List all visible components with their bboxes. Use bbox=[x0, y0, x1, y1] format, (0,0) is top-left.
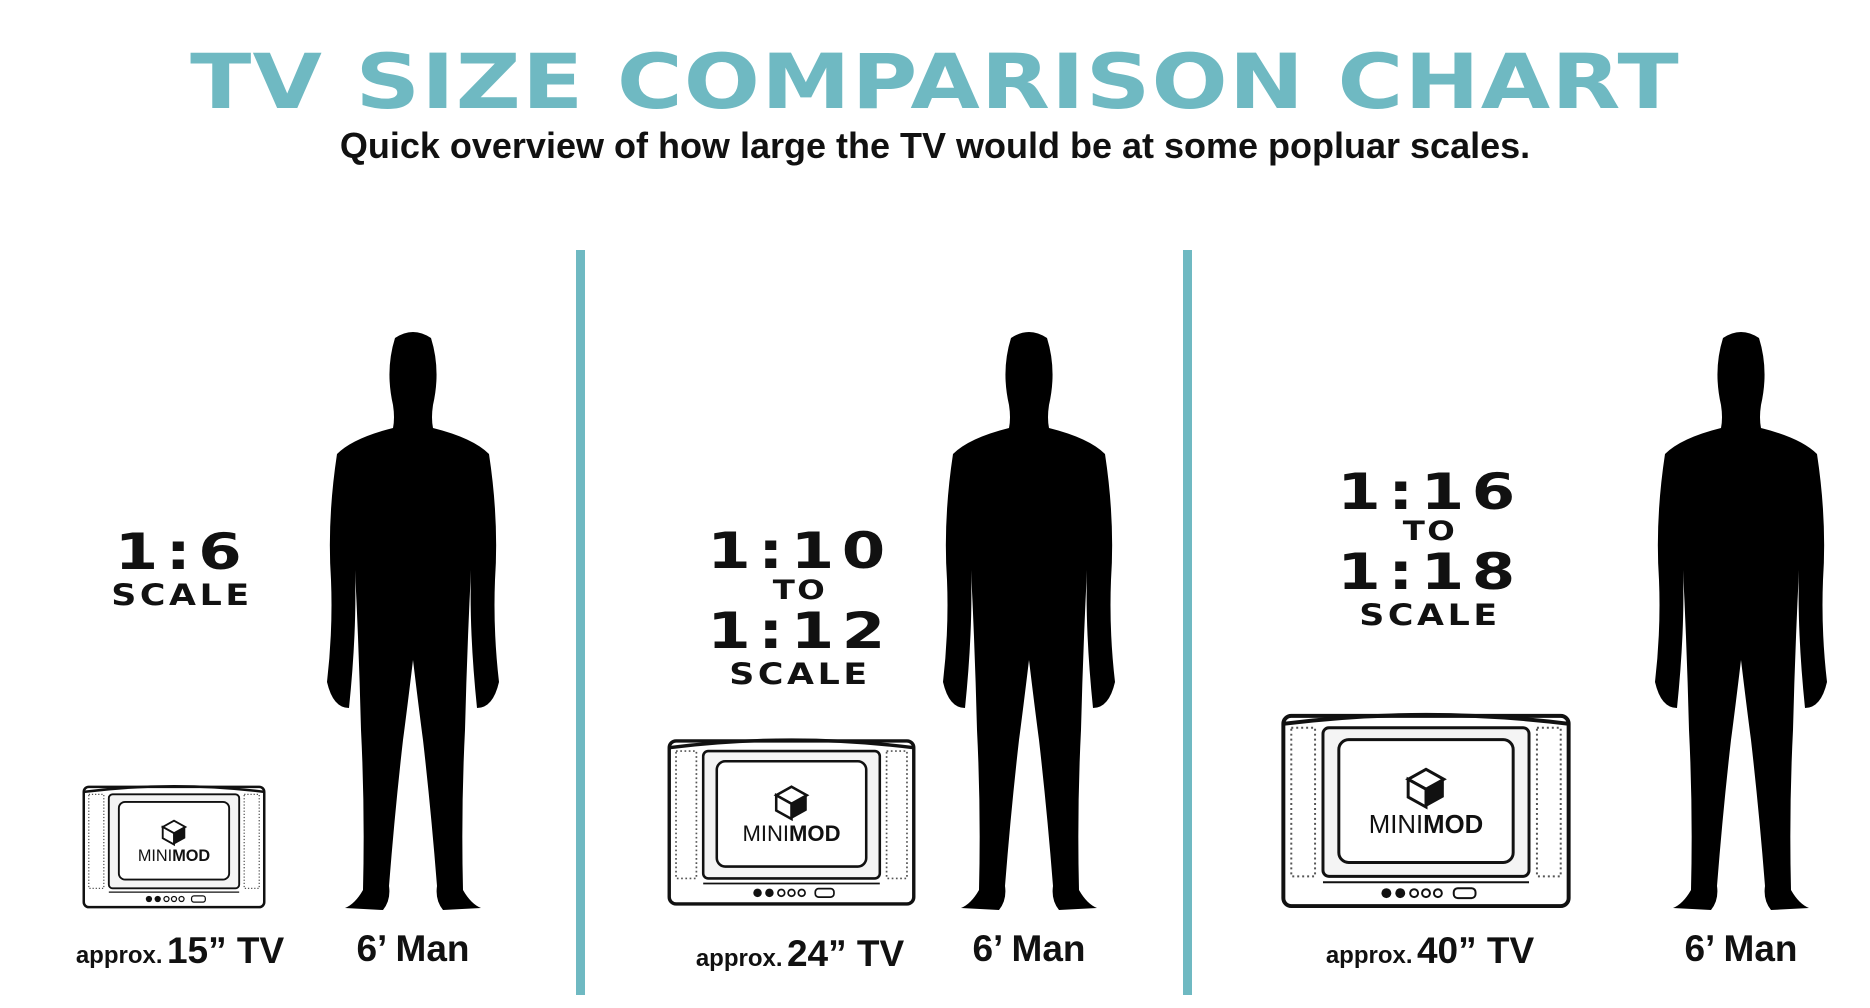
scale-ratio: 1:10 bbox=[707, 522, 893, 580]
tv-left-speaker bbox=[675, 750, 698, 880]
man-silhouette-1 bbox=[327, 332, 499, 910]
tv-right-speaker bbox=[885, 750, 908, 880]
scale-word: SCALE bbox=[1359, 598, 1501, 632]
tv-caption-size: 15” TV bbox=[166, 930, 285, 971]
tv-top-edge bbox=[669, 738, 914, 750]
tv-caption-3: approx. 40” TV bbox=[1300, 930, 1560, 972]
tv-button-icon bbox=[797, 888, 806, 898]
tv-top-edge bbox=[1283, 712, 1569, 726]
tv-3: MINIMOD bbox=[1281, 712, 1571, 909]
cube-logo-icon bbox=[1405, 767, 1447, 810]
cube-logo-icon bbox=[773, 785, 810, 822]
tv-button-icon bbox=[1432, 888, 1443, 899]
tv-brand: MINIMOD bbox=[742, 821, 840, 846]
tv-knob-icon bbox=[1395, 888, 1406, 899]
tv-top-edge bbox=[83, 784, 265, 794]
tv-port-icon bbox=[814, 887, 835, 898]
man-silhouette-2 bbox=[943, 332, 1115, 910]
chart-subtitle: Quick overview of how large the TV would… bbox=[339, 125, 1531, 166]
tv-button-icon bbox=[1421, 888, 1431, 899]
tv-brand-bold: MOD bbox=[172, 847, 210, 865]
tv-knob-icon bbox=[1381, 888, 1392, 899]
panel-divider-2 bbox=[1183, 250, 1192, 995]
tv-caption-prefix: approx. bbox=[1325, 942, 1413, 969]
tv-button-icon bbox=[178, 895, 185, 903]
man-body bbox=[943, 332, 1115, 910]
scale-label-1: 1:6 SCALE bbox=[92, 526, 272, 612]
tv-2: MINIMOD bbox=[667, 738, 916, 906]
man-caption-3: 6’ Man bbox=[1684, 928, 1798, 969]
tv-knob-icon bbox=[753, 888, 762, 898]
scale-ratio: 1:16 bbox=[1337, 463, 1523, 521]
tv-caption-2: approx. 24” TV bbox=[675, 933, 925, 975]
tv-port-icon bbox=[190, 895, 206, 903]
tv-knob-icon bbox=[154, 895, 161, 903]
tv-brand-bold: MOD bbox=[1423, 811, 1483, 839]
tv-1: MINIMOD bbox=[82, 784, 266, 909]
scale-ratio: 1:6 bbox=[114, 523, 250, 581]
tv-knob-icon bbox=[765, 888, 774, 898]
scale-label-3: 1:16 TO 1:18 SCALE bbox=[1330, 466, 1530, 632]
tv-right-speaker bbox=[1535, 726, 1562, 878]
tv-button-icon bbox=[1409, 888, 1420, 899]
tv-left-speaker bbox=[1290, 726, 1317, 878]
tv-caption-prefix: approx. bbox=[75, 942, 163, 969]
tv-brand-light: MINI bbox=[742, 821, 789, 846]
scale-to: TO bbox=[1402, 516, 1458, 547]
chart-title: TV SIZE COMPARISON CHART bbox=[190, 37, 1680, 126]
man-caption-2: 6’ Man bbox=[972, 928, 1086, 969]
tv-button-icon bbox=[163, 895, 170, 903]
tv-brand: MINIMOD bbox=[1369, 811, 1483, 839]
scale-word: SCALE bbox=[111, 578, 253, 612]
scale-to: TO bbox=[772, 575, 828, 606]
tv-knob-icon bbox=[145, 895, 153, 903]
tv-caption-1: approx. 15” TV bbox=[60, 930, 300, 972]
scale-ratio: 1:18 bbox=[1337, 543, 1523, 601]
tv-caption-prefix: approx. bbox=[695, 945, 783, 972]
tv-brand-light: MINI bbox=[138, 847, 172, 865]
tv-brand-light: MINI bbox=[1369, 811, 1423, 839]
tv-button-icon bbox=[787, 888, 796, 898]
man-body bbox=[327, 332, 499, 910]
man-silhouette-3 bbox=[1655, 332, 1827, 910]
scale-word: SCALE bbox=[729, 657, 871, 691]
tv-brand: MINIMOD bbox=[138, 847, 211, 865]
tv-port-icon bbox=[1452, 887, 1477, 900]
tv-right-speaker bbox=[243, 793, 260, 889]
tv-button-icon bbox=[777, 888, 786, 898]
cube-logo-icon bbox=[160, 819, 188, 847]
tv-brand-bold: MOD bbox=[789, 821, 840, 846]
man-body bbox=[1655, 332, 1827, 910]
man-caption-1: 6’ Man bbox=[356, 928, 470, 969]
panel-divider-1 bbox=[576, 250, 585, 995]
tv-caption-size: 24” TV bbox=[786, 933, 905, 974]
tv-caption-size: 40” TV bbox=[1416, 930, 1535, 971]
scale-label-2: 1:10 TO 1:12 SCALE bbox=[700, 525, 900, 691]
scale-ratio: 1:12 bbox=[707, 602, 893, 660]
tv-button-icon bbox=[170, 895, 178, 903]
